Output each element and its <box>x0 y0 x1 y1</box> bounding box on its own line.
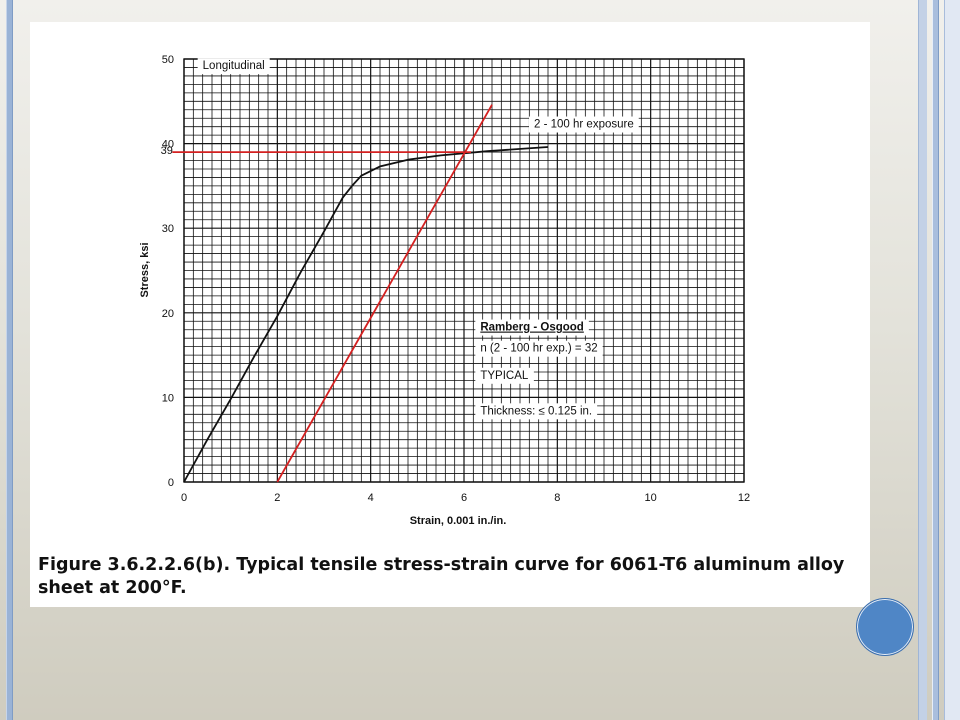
x-axis-label: Strain, 0.001 in./in. <box>410 515 507 527</box>
grid <box>183 58 745 483</box>
annotation-label: Ramberg - Osgood <box>475 319 589 336</box>
caption-line-2: sheet at 200°F. <box>38 578 187 598</box>
annotation-label: Longitudinal <box>197 58 270 75</box>
annotation-text: Ramberg - Osgood <box>480 322 584 334</box>
y-tick-label: 20 <box>162 308 174 320</box>
annotation-text: Longitudinal <box>203 60 265 72</box>
annotation-label: TYPICAL <box>475 367 534 384</box>
annotation-text: Thickness: ≤ 0.125 in. <box>480 405 592 417</box>
plot-border <box>183 58 745 483</box>
x-tick-label: 10 <box>645 492 657 504</box>
annotation-label: 2 - 100 hr exposure <box>529 116 639 133</box>
x-tick-label: 4 <box>368 492 374 504</box>
y-tick-label: 0 <box>168 477 174 489</box>
annotation-text: n (2 - 100 hr exp.) = 32 <box>480 343 597 355</box>
annotation-label: n (2 - 100 hr exp.) = 32 <box>475 340 603 357</box>
figure-panel: 0 2 4 6 8 10 12 0 10 20 30 40 50 Longitudinal 2 - 100… <box>30 22 870 607</box>
x-tick-label: 12 <box>738 492 750 504</box>
series-line-2 <box>276 104 493 483</box>
tick-labels: 0 2 4 6 8 10 12 0 10 20 30 40 50 <box>162 54 750 504</box>
y-tick-label: 40 <box>162 139 174 151</box>
annotation-text: 39 <box>161 145 173 157</box>
annotation-text: 2 - 100 hr exposure <box>534 119 634 131</box>
y-tick-label: 50 <box>162 54 174 66</box>
annotation-text: TYPICAL <box>480 370 529 382</box>
x-tick-label: 2 <box>274 492 280 504</box>
annotation-box <box>475 367 534 384</box>
figure-caption: Figure 3.6.2.2.6(b). Typical tensile str… <box>38 554 868 600</box>
series-layer <box>172 104 549 483</box>
left-rail <box>6 0 13 720</box>
x-tick-label: 0 <box>181 492 187 504</box>
y-axis-label: Stress, ksi <box>139 242 151 297</box>
y-tick-label: 30 <box>162 223 174 235</box>
right-rail-middle <box>932 0 939 720</box>
annotation-box <box>475 403 598 420</box>
x-tick-label: 8 <box>554 492 560 504</box>
series-line-1 <box>183 146 549 483</box>
x-tick-label: 6 <box>461 492 467 504</box>
y-tick-label: 10 <box>162 392 174 404</box>
right-rail-outer <box>918 0 927 720</box>
right-rail-inner <box>944 0 960 720</box>
circle-button[interactable] <box>856 598 914 656</box>
annotation-label: 39 <box>161 145 173 157</box>
annotation-box <box>197 58 270 75</box>
annotation-box <box>475 319 589 336</box>
annotation-box <box>529 116 639 133</box>
annotations: Longitudinal 2 - 100 hr exposure 39 Ramberg… <box>161 58 639 420</box>
stress-strain-chart: 0 2 4 6 8 10 12 0 10 20 30 40 50 Longitudinal 2 - 100… <box>139 54 750 527</box>
annotation-label: Thickness: ≤ 0.125 in. <box>475 403 598 420</box>
caption-line-1: Figure 3.6.2.2.6(b). Typical tensile str… <box>38 555 845 575</box>
annotation-box <box>475 340 603 357</box>
